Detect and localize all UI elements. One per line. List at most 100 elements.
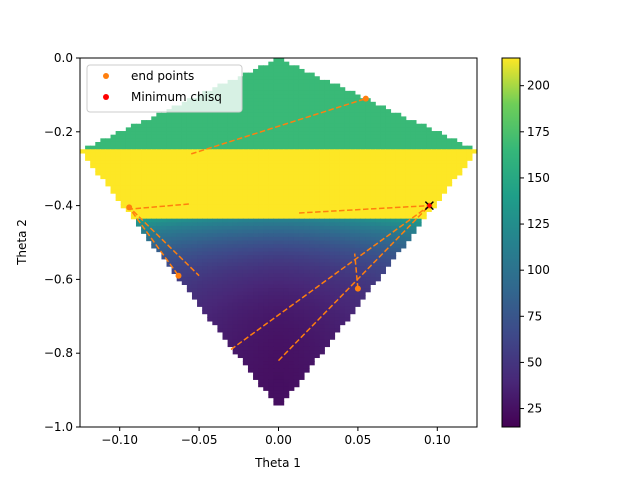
heatmap-cell [176, 225, 183, 231]
heatmap-cell [319, 229, 325, 234]
heatmap-cell [309, 225, 315, 231]
y-tick-label: −0.8 [44, 346, 73, 360]
heatmap-cell [339, 90, 346, 96]
heatmap-cell [258, 291, 264, 296]
heatmap-cell [176, 247, 183, 253]
heatmap-cell [237, 299, 244, 304]
heatmap-cell [258, 182, 264, 187]
heatmap-cell [242, 196, 249, 202]
heatmap-cell [278, 174, 285, 180]
heatmap-cell [359, 160, 366, 165]
heatmap-cell [410, 160, 417, 165]
heatmap-cell [232, 222, 239, 227]
heatmap-cell [400, 240, 407, 245]
heatmap-cell [227, 258, 234, 264]
heatmap-cell [405, 233, 412, 238]
heatmap-cell [176, 218, 183, 223]
heatmap-cell [197, 160, 203, 165]
heatmap-cell [237, 288, 244, 293]
heatmap-cell [263, 156, 269, 161]
heatmap-cell [309, 196, 315, 202]
heatmap-cell [273, 342, 280, 348]
heatmap-cell [212, 196, 219, 202]
heatmap-cell [268, 339, 275, 344]
heatmap-cell [110, 145, 117, 150]
heatmap-cell [100, 145, 107, 150]
heatmap-cell [309, 320, 315, 326]
heatmap-cell [176, 182, 183, 187]
heatmap-cell [176, 266, 183, 271]
heatmap-cell [324, 131, 330, 136]
heatmap-cell [222, 149, 229, 154]
heatmap-cell [339, 152, 346, 158]
heatmap-cell [334, 120, 341, 125]
heatmap-cell [207, 182, 213, 187]
heatmap-cell [319, 138, 325, 143]
heatmap-cell [146, 120, 152, 125]
heatmap-cell [283, 386, 290, 391]
heatmap-cell [309, 218, 315, 223]
heatmap-cell [309, 101, 315, 107]
heatmap-cell [263, 313, 269, 318]
heatmap-cell [171, 163, 178, 169]
heatmap-cell [359, 295, 366, 300]
heatmap-cell [268, 145, 275, 150]
heatmap-cell [156, 204, 163, 209]
heatmap-cell [354, 185, 361, 191]
heatmap-cell [324, 266, 330, 271]
heatmap-cell [395, 138, 402, 143]
heatmap-cell [370, 163, 376, 169]
heatmap-cell [207, 207, 213, 212]
heatmap-cell [232, 233, 239, 238]
heatmap-cell [278, 364, 285, 369]
heatmap-cell [197, 204, 203, 209]
heatmap-cell [247, 138, 254, 143]
heatmap-cell [253, 284, 259, 289]
heatmap-cell [237, 255, 244, 260]
heatmap-cell [247, 211, 254, 216]
heatmap-cell [166, 171, 173, 176]
heatmap-cell [314, 222, 320, 227]
heatmap-cell [319, 178, 325, 183]
heatmap-cell [161, 222, 168, 227]
heatmap-cell [202, 266, 208, 271]
heatmap-cell [191, 204, 198, 209]
heatmap-cell [207, 317, 213, 322]
heatmap-cell [181, 215, 188, 220]
heatmap-cell [227, 156, 234, 161]
heatmap-cell [288, 233, 295, 238]
heatmap-cell [288, 149, 295, 154]
heatmap-cell [100, 171, 107, 176]
heatmap-cell [222, 255, 229, 260]
heatmap-cell [314, 101, 320, 107]
heatmap-cell [105, 160, 112, 165]
colorbar-tick-label: 75 [527, 309, 542, 323]
heatmap-cell [171, 171, 178, 176]
heatmap-cell [314, 83, 320, 88]
heatmap-cell [115, 152, 122, 158]
heatmap-cell [242, 87, 249, 92]
heatmap-cell [298, 309, 305, 315]
heatmap-cell [222, 193, 229, 198]
heatmap-cell [95, 145, 101, 150]
heatmap-cell [359, 152, 366, 158]
heatmap-cell [283, 364, 290, 369]
heatmap-cell [217, 225, 224, 231]
heatmap-cell [324, 90, 330, 96]
heatmap-cell [288, 76, 295, 81]
heatmap-cell [90, 149, 96, 154]
heatmap-cell [207, 178, 213, 183]
heatmap-cell [385, 247, 392, 253]
heatmap-cell [242, 138, 249, 143]
heatmap-cell [344, 306, 351, 311]
point-markers [126, 95, 434, 292]
heatmap-cell [105, 149, 112, 154]
heatmap-cell [293, 105, 300, 110]
heatmap-cell [258, 251, 264, 256]
heatmap-cell [258, 269, 264, 275]
heatmap-cell [151, 200, 157, 205]
heatmap-cell [329, 160, 336, 165]
heatmap-cell [191, 189, 198, 194]
heatmap-cell [370, 138, 376, 143]
heatmap-cell [354, 211, 361, 216]
